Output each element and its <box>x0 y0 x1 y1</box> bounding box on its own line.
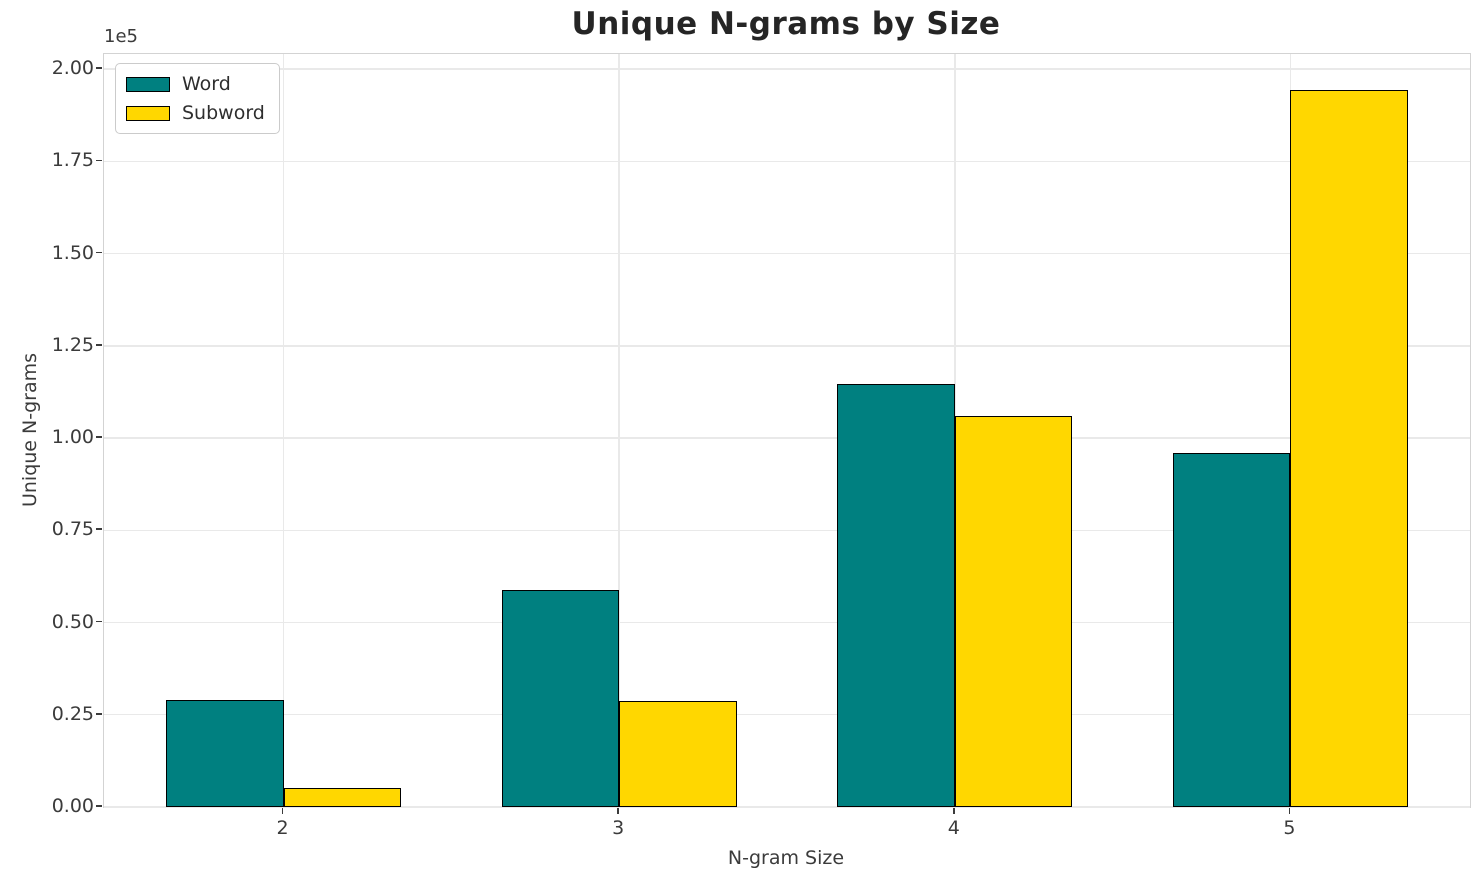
y-gridline <box>104 68 1470 70</box>
bar-subword-3 <box>619 701 737 807</box>
legend-item-subword: Subword <box>126 102 265 124</box>
x-tick-label: 2 <box>276 817 289 839</box>
legend-item-word: Word <box>126 73 265 95</box>
y-axis-offset-label: 1e5 <box>104 26 138 47</box>
x-tick-label: 4 <box>947 817 960 839</box>
bar-subword-5 <box>1290 89 1408 807</box>
y-tick-label: 0.00 <box>51 795 94 817</box>
y-gridline <box>104 160 1470 163</box>
y-tick-label: 1.50 <box>51 241 94 264</box>
x-tick-label: 3 <box>612 817 625 839</box>
x-gridline <box>1289 54 1292 807</box>
y-tick-label: 0.25 <box>51 702 94 725</box>
y-gridline <box>104 437 1470 439</box>
chart-title: Unique N-grams by Size <box>571 6 1001 42</box>
legend-swatch-word <box>126 76 170 92</box>
x-tick-mark <box>953 808 955 814</box>
legend: Word Subword <box>115 63 280 134</box>
legend-label: Word <box>182 73 231 95</box>
x-tick-mark <box>617 808 619 814</box>
y-tick-mark <box>96 67 102 69</box>
bar-subword-2 <box>283 788 402 807</box>
bar-word-4 <box>837 383 955 807</box>
y-tick-mark <box>96 251 102 254</box>
bar-subword-4 <box>954 415 1073 807</box>
y-tick-label: 1.00 <box>51 426 94 449</box>
y-gridline <box>104 345 1470 347</box>
y-axis-label: Unique N-grams <box>19 352 41 508</box>
y-gridline <box>104 252 1470 255</box>
y-tick-mark <box>96 528 102 531</box>
bar-word-3 <box>501 590 620 807</box>
y-tick-mark <box>96 344 102 346</box>
y-gridline <box>104 714 1470 716</box>
y-gridline <box>104 806 1470 808</box>
x-axis-label: N-gram Size <box>727 847 845 869</box>
y-tick-mark <box>96 620 102 623</box>
y-tick-mark <box>96 159 102 162</box>
plot-area: Word Subword <box>103 53 1471 808</box>
y-tick-mark <box>96 436 102 438</box>
y-tick-label: 1.25 <box>51 333 94 356</box>
x-gridline <box>282 54 285 807</box>
y-gridline <box>104 529 1470 531</box>
y-tick-label: 0.75 <box>51 518 94 541</box>
y-tick-label: 0.50 <box>51 610 94 633</box>
legend-swatch-subword <box>126 105 170 121</box>
bar-word-2 <box>166 700 284 807</box>
x-tick-label: 5 <box>1283 817 1296 839</box>
bar-word-5 <box>1172 452 1291 807</box>
x-gridline <box>618 54 620 807</box>
y-tick-mark <box>96 712 102 715</box>
x-tick-mark <box>281 808 284 814</box>
x-tick-mark <box>1288 808 1291 814</box>
y-tick-label: 2.00 <box>51 57 94 80</box>
y-gridline <box>104 621 1470 624</box>
y-tick-mark <box>96 805 102 807</box>
legend-label: Subword <box>182 102 265 124</box>
y-tick-label: 1.75 <box>51 149 94 172</box>
